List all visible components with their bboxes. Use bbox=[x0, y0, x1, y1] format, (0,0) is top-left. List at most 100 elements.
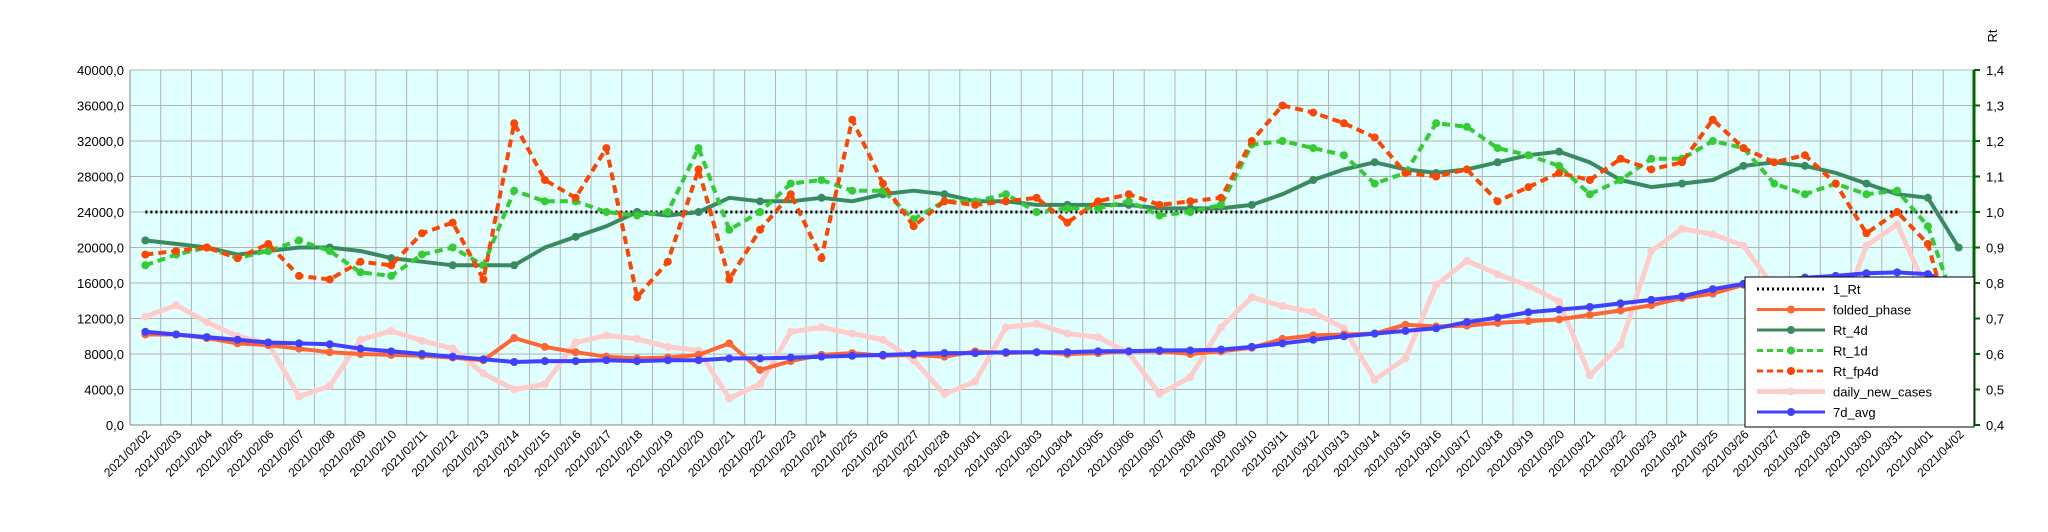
series-lines bbox=[141, 101, 1963, 403]
data-point bbox=[756, 225, 765, 234]
data-point bbox=[1032, 348, 1041, 357]
data-point bbox=[694, 208, 703, 216]
data-point bbox=[1616, 341, 1625, 350]
data-point bbox=[786, 190, 795, 199]
data-point bbox=[1370, 329, 1379, 338]
data-point bbox=[264, 338, 273, 347]
data-point bbox=[172, 247, 181, 256]
data-point bbox=[909, 350, 918, 358]
data-point bbox=[479, 275, 488, 284]
data-point bbox=[1831, 179, 1840, 188]
right-tick-label: 0,9 bbox=[1986, 241, 2004, 256]
data-point bbox=[602, 208, 611, 216]
data-point bbox=[295, 271, 304, 280]
data-point bbox=[1585, 302, 1594, 311]
data-point bbox=[1555, 305, 1564, 314]
data-point bbox=[1616, 299, 1625, 308]
data-point bbox=[1862, 229, 1871, 238]
data-point bbox=[1278, 339, 1287, 348]
legend-marker bbox=[1787, 387, 1795, 396]
data-point bbox=[1493, 144, 1502, 153]
data-point bbox=[1278, 101, 1287, 110]
left-tick-label: 24000,0 bbox=[77, 205, 124, 220]
data-point bbox=[786, 353, 795, 362]
data-point bbox=[264, 239, 273, 248]
data-point bbox=[510, 357, 519, 366]
data-point bbox=[1339, 119, 1348, 128]
data-point bbox=[571, 232, 580, 241]
data-point bbox=[817, 176, 826, 185]
legend-label: daily_new_cases bbox=[1833, 385, 1933, 400]
data-point bbox=[325, 247, 334, 256]
data-point bbox=[1063, 204, 1072, 213]
series-line bbox=[145, 270, 1960, 364]
data-point bbox=[1678, 292, 1687, 301]
data-point bbox=[1339, 151, 1348, 160]
data-point bbox=[971, 377, 980, 386]
series-7d-avg bbox=[141, 268, 1963, 366]
data-point bbox=[202, 333, 211, 342]
data-point bbox=[540, 176, 549, 185]
data-point bbox=[448, 261, 457, 270]
legend-marker bbox=[1787, 408, 1795, 416]
data-point bbox=[1217, 193, 1226, 202]
data-point bbox=[1524, 151, 1533, 160]
data-point bbox=[1217, 345, 1226, 354]
data-point bbox=[756, 365, 765, 374]
data-point bbox=[1800, 190, 1809, 199]
data-point bbox=[1555, 297, 1564, 306]
left-tick-label: 28000,0 bbox=[77, 170, 124, 185]
right-tick-label: 0,8 bbox=[1986, 276, 2004, 291]
data-point bbox=[1616, 306, 1625, 315]
series-daily-new-cases bbox=[141, 220, 1963, 403]
data-point bbox=[909, 222, 918, 231]
data-point bbox=[1432, 280, 1441, 289]
data-point bbox=[1555, 168, 1564, 177]
x-axis: 2021/02/022021/02/032021/02/042021/02/05… bbox=[101, 424, 1974, 480]
data-point bbox=[295, 236, 304, 245]
data-point bbox=[756, 380, 765, 389]
data-point bbox=[1678, 179, 1687, 188]
data-point bbox=[633, 357, 642, 366]
data-point bbox=[940, 190, 949, 199]
data-point bbox=[1155, 211, 1164, 220]
data-point bbox=[1186, 373, 1195, 382]
data-point bbox=[387, 271, 396, 280]
data-point bbox=[325, 340, 334, 349]
data-point bbox=[633, 334, 642, 343]
legend-label: Rt_fp4d bbox=[1833, 364, 1879, 379]
data-point bbox=[264, 247, 273, 256]
data-point bbox=[1739, 241, 1748, 250]
data-point bbox=[510, 186, 519, 195]
data-point bbox=[848, 186, 857, 195]
data-point bbox=[325, 381, 334, 390]
data-point bbox=[1678, 158, 1687, 167]
legend-entry: folded_phase bbox=[1757, 303, 1911, 318]
data-point bbox=[694, 144, 703, 153]
data-point bbox=[1462, 165, 1471, 174]
data-point bbox=[1493, 270, 1502, 279]
legend-entry: Rt_4d bbox=[1757, 323, 1868, 338]
data-point bbox=[1923, 222, 1932, 231]
data-point bbox=[1893, 186, 1902, 195]
data-point bbox=[878, 350, 887, 359]
legend-box bbox=[1744, 276, 1975, 428]
data-point bbox=[1770, 179, 1779, 188]
data-point bbox=[786, 179, 795, 188]
data-point bbox=[1770, 158, 1779, 167]
right-tick-label: 0,5 bbox=[1986, 383, 2004, 398]
data-point bbox=[1063, 348, 1072, 357]
left-tick-label: 4000,0 bbox=[84, 383, 124, 398]
data-point bbox=[817, 323, 826, 332]
data-point bbox=[1309, 335, 1318, 344]
data-point bbox=[1647, 295, 1656, 304]
data-point bbox=[417, 229, 426, 238]
data-point bbox=[417, 336, 426, 345]
data-point bbox=[602, 331, 611, 340]
data-point bbox=[141, 327, 150, 336]
data-point bbox=[1524, 308, 1533, 317]
data-point bbox=[1555, 147, 1564, 156]
legend-entry: 1_Rt bbox=[1757, 282, 1861, 297]
data-point bbox=[1063, 218, 1072, 227]
left-tick-label: 0,0 bbox=[106, 418, 124, 433]
